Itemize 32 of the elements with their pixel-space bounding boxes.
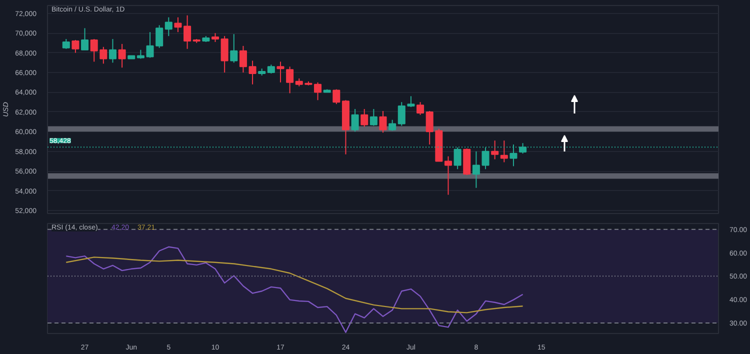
candlestick xyxy=(379,110,387,134)
candlestick xyxy=(156,24,164,48)
candlestick xyxy=(351,108,359,132)
candlestick xyxy=(500,140,508,163)
candlestick xyxy=(239,45,247,74)
candlestick xyxy=(230,34,238,64)
candlestick xyxy=(164,16,172,37)
candlestick xyxy=(398,102,406,126)
candlestick xyxy=(472,150,480,188)
candlestick xyxy=(220,36,228,74)
candlestick xyxy=(184,14,192,50)
line-series xyxy=(66,256,524,314)
candlestick xyxy=(62,38,70,50)
candlestick xyxy=(286,66,294,94)
candlestick xyxy=(174,16,182,33)
candlestick xyxy=(416,102,424,116)
candlestick xyxy=(72,40,80,54)
candlestick xyxy=(118,43,126,68)
line-series xyxy=(66,246,524,333)
candlestick xyxy=(444,156,452,196)
candlestick xyxy=(314,82,322,101)
candlestick xyxy=(360,108,368,128)
candlestick xyxy=(276,61,284,83)
candlestick xyxy=(332,88,340,105)
candlestick xyxy=(146,32,154,58)
candlestick xyxy=(248,60,256,85)
candlestick xyxy=(491,140,499,160)
candlestick xyxy=(108,38,116,64)
candlestick xyxy=(388,119,396,132)
candlestick xyxy=(370,108,378,126)
candlestick xyxy=(407,96,415,108)
candlestick xyxy=(81,28,89,50)
